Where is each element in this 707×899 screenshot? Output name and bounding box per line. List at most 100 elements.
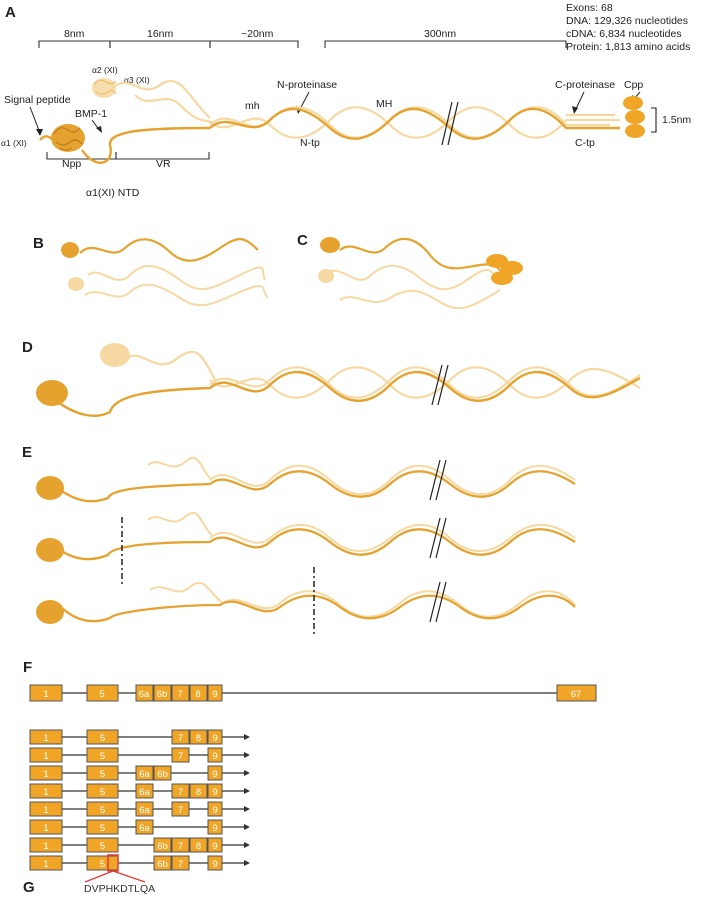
isoform-arrowhead xyxy=(244,842,250,848)
isoform-exon xyxy=(86,765,119,781)
isoform-exon-label: 7 xyxy=(178,751,183,762)
exon-7 xyxy=(171,684,190,702)
isoform-exon xyxy=(86,837,119,853)
isoform-exon xyxy=(29,729,63,745)
isoform-row: 1 5 6a 7 8 9 xyxy=(29,783,250,799)
isoform-exon-label: 5 xyxy=(100,733,105,744)
isoform-exon-label: 7 xyxy=(178,841,183,852)
isoform-exon xyxy=(86,783,119,799)
exon-label-1: 1 xyxy=(43,689,48,700)
label-cpp: Cpp xyxy=(624,79,643,91)
isoform-arrowhead xyxy=(244,824,250,830)
isoform-list: 1 5 7 8 91 5 7 91 5 6a 6b 91 5 6a 7 8 91 5 6a 7 91 5 6a 91 5 6b 7 8… xyxy=(29,729,250,871)
isoform-exon xyxy=(153,765,172,781)
label-a2-chain: α2 (XI) xyxy=(92,65,118,75)
isoform-exon xyxy=(207,801,223,817)
a2-chain-tail xyxy=(109,79,211,119)
isoform-row: 1 5 6a 7 9 xyxy=(29,801,250,817)
isoform-exon-label: 5 xyxy=(100,841,105,852)
break-marks-a xyxy=(441,101,459,146)
exon-label-5: 5 xyxy=(99,689,104,700)
panel-label-a: A xyxy=(5,4,16,21)
isoform-exon-label: 6b xyxy=(157,859,168,870)
isoform-exon-label: 5 xyxy=(100,751,105,762)
label-c-tp: C-tp xyxy=(575,137,595,149)
isoform-exon xyxy=(29,765,63,781)
a1-chain-main xyxy=(39,107,620,164)
bracket-1-5nm xyxy=(651,107,657,133)
panel-b xyxy=(61,238,269,307)
isoform-row: 1 5 6b 7 9 xyxy=(29,855,250,871)
label-mh-major: MH xyxy=(376,98,392,110)
npp-vr-strand xyxy=(80,126,211,164)
isoform-exon-label: 5 xyxy=(100,859,105,870)
isoform-exon-label: 1 xyxy=(43,841,48,852)
cpp-ellipse xyxy=(625,124,645,138)
npp-globular-domain xyxy=(51,124,85,152)
isoform-exon xyxy=(29,801,63,817)
panel-g-mutation: DVPHKDTLQA xyxy=(84,854,155,895)
panel-label-c: C xyxy=(297,232,308,249)
label-n-proteinase: N-proteinase xyxy=(277,79,337,91)
isoform-exon-label: 7 xyxy=(178,805,183,816)
label-n-tp: N-tp xyxy=(300,137,320,149)
panel-label-e: E xyxy=(22,444,32,461)
isoform-exon-label: 1 xyxy=(43,805,48,816)
isoform-arrowhead xyxy=(244,860,250,866)
panel-label-d: D xyxy=(22,339,33,356)
isoform-exon xyxy=(135,765,154,781)
isoform-exon xyxy=(171,729,190,745)
label-1-5nm: 1.5nm xyxy=(662,114,691,126)
exon-label-8: 8 xyxy=(195,689,200,700)
isoform-exon-label: 1 xyxy=(43,787,48,798)
isoform-exon-label: 9 xyxy=(212,769,217,780)
isoform-exon-label: 9 xyxy=(212,787,217,798)
isoform-exon xyxy=(29,783,63,799)
exon-label-7: 7 xyxy=(177,689,182,700)
stat-protein: Protein: 1,813 amino acids xyxy=(566,41,690,53)
isoform-exon xyxy=(29,819,63,835)
dim-300nm: 300nm xyxy=(424,28,456,40)
a2-globular-domain xyxy=(92,78,117,98)
isoform-exon xyxy=(207,819,223,835)
isoform-exon-label: 7 xyxy=(178,733,183,744)
isoform-exon xyxy=(171,747,190,763)
panel-d xyxy=(36,343,641,417)
isoform-exon xyxy=(171,855,190,871)
isoform-exon xyxy=(207,729,223,745)
isoform-exon-label: 9 xyxy=(212,859,217,870)
e-row-1 xyxy=(36,456,576,503)
isoform-exon xyxy=(135,819,154,835)
isoform-exon-label: 9 xyxy=(212,841,217,852)
exon-5 xyxy=(86,684,119,702)
cpp-ellipse xyxy=(623,96,643,110)
stat-exons: Exons: 68 xyxy=(566,2,613,14)
isoform-exon-label: 1 xyxy=(43,823,48,834)
isoform-exon-label: 8 xyxy=(196,787,201,798)
isoform-exon-label: 6a xyxy=(139,823,150,834)
isoform-exon xyxy=(189,837,208,853)
dim-20nm: ~20nm xyxy=(241,28,274,40)
isoform-exon-label: 8 xyxy=(196,841,201,852)
isoform-arrowhead xyxy=(244,734,250,740)
isoform-exon-label: 9 xyxy=(212,733,217,744)
b-globule-dark xyxy=(61,242,79,258)
dim-16nm: 16nm xyxy=(147,28,174,40)
exon-label-6a: 6a xyxy=(139,689,150,700)
exon-67 xyxy=(556,684,597,702)
isoform-exon xyxy=(153,837,172,853)
isoform-exon-label: 6a xyxy=(139,787,150,798)
isoform-exon-label: 5 xyxy=(100,823,105,834)
panel-f-gene: 1 5 6a 6b 7 8 9 67 xyxy=(29,684,597,702)
isoform-exon-label: 7 xyxy=(178,787,183,798)
isoform-exon-label: 1 xyxy=(43,769,48,780)
cpp-ellipse xyxy=(625,110,645,124)
isoform-exon-label: 1 xyxy=(43,733,48,744)
isoform-exon xyxy=(207,765,223,781)
c-cpp-domains xyxy=(486,254,523,285)
isoform-exon xyxy=(135,801,154,817)
isoform-exon-label: 9 xyxy=(212,823,217,834)
isoform-exon xyxy=(86,819,119,835)
isoform-row: 1 5 6a 6b 9 xyxy=(29,765,250,781)
